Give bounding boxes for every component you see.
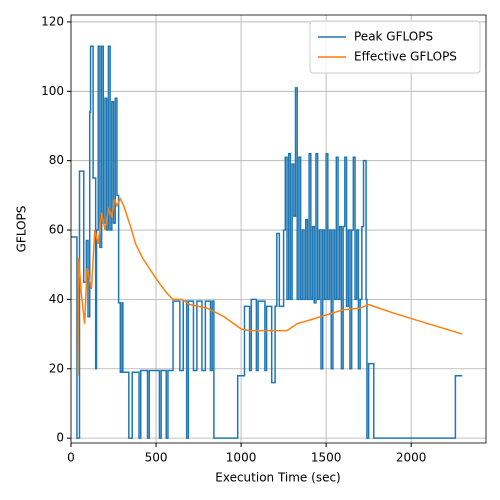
legend-label: Peak GFLOPS: [354, 30, 433, 44]
legend-box: [309, 20, 481, 74]
x-tick-label: 2000: [396, 451, 427, 465]
data-line: [71, 45, 463, 439]
x-tick-label: 500: [145, 451, 168, 465]
x-tick-label: 1500: [311, 451, 342, 465]
plot-frame: [70, 14, 487, 444]
y-tick-label: 60: [49, 223, 64, 237]
y-tick-label: 100: [41, 84, 64, 98]
y-tick-label: 120: [41, 14, 64, 28]
y-tick-label: 80: [49, 153, 64, 167]
y-tick-label: 0: [56, 431, 64, 445]
y-tick-label: 40: [49, 292, 64, 306]
data-line: [77, 197, 463, 376]
y-tick-label: 20: [49, 361, 64, 375]
y-axis-label: GFLOPS: [15, 206, 29, 253]
legend-label: Effective GFLOPS: [354, 50, 457, 64]
x-tick-label: 0: [67, 451, 75, 465]
x-axis-label: Execution Time (sec): [215, 471, 340, 485]
x-tick-label: 1000: [226, 451, 257, 465]
